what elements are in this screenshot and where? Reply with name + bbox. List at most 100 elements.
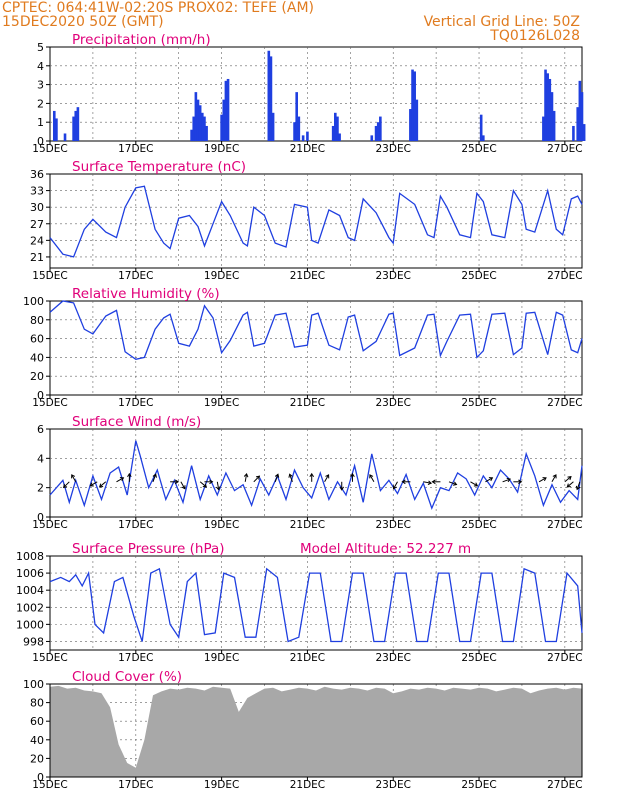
precip-bar [267,50,271,142]
wind-arrow [339,481,345,491]
y-tick-label: 60 [30,333,44,346]
x-tick-label: 21DEC [290,270,325,282]
wind-arrow-shaft [538,477,547,483]
wind-arrow-shaft [199,481,207,488]
series-line [49,567,583,643]
wind-arrow-head [255,475,261,480]
precip-bar [52,110,56,141]
x-tick-label: 21DEC [290,143,325,155]
precip-bar [578,80,582,141]
wind-arrow [180,481,186,490]
precip-bar [376,122,380,141]
wind-arrow-head [274,473,280,478]
precip-bar [220,114,223,141]
x-tick-label: 19DEC [204,652,239,664]
x-tick-label: 27DEC [547,143,582,155]
wind-arrow-head [566,483,571,488]
x-tick-label: 15DEC [32,519,67,531]
y-tick-label: 33 [30,185,44,198]
x-tick-label: 19DEC [204,519,239,531]
series-line [49,440,583,511]
wind-arrow-shaft [180,481,186,489]
wind-arrow-shaft [448,481,457,486]
wind-arrow-head [392,485,397,490]
header-gridline-note: Vertical Grid Line: 50Z [423,14,580,30]
y-tick-label: 2 [37,97,44,110]
y-tick-label: 20 [30,752,44,765]
wind-arrow-head [71,474,76,479]
x-tick-label: 25DEC [461,779,496,791]
precip-bar [190,129,193,141]
wind-arrow-shaft [470,481,478,487]
y-tick-label: 30 [30,201,44,214]
wind-arrow [170,479,180,485]
wind-arrow-shaft [289,474,293,482]
precip-bar [297,116,301,141]
y-tick-label: 24 [30,234,44,247]
y-tick-label: 5 [37,41,44,54]
y-tick-label: 40 [30,351,44,364]
x-tick-label: 17DEC [118,652,153,664]
x-tick-label: 23DEC [376,779,411,791]
panel-1: 21 24 27 30 33 36 15DEC 17DEC 19DEC 21DEC 23DEC 25D… [30,159,583,282]
precip-bar [582,124,586,141]
precip-bar [205,125,208,141]
y-tick-label: 0 [37,389,44,402]
wind-arrow-head [98,483,104,488]
header-run-id: TQ0126L028 [490,28,580,44]
x-tick-label: 19DEC [204,779,239,791]
precip-bar [226,78,230,141]
wind-arrow-head [119,477,125,482]
wind-arrow-head [427,480,433,485]
wind-arrow-head [567,476,572,481]
wind-arrow [448,481,458,486]
wind-arrow [71,474,77,483]
wind-arrow [309,472,315,482]
x-tick-label: 25DEC [461,143,496,155]
panel-3: 024615DEC17DEC19DEC21DEC23DEC25DEC27DEC2… [32,414,583,531]
precip-bar [409,109,412,141]
x-tick-label: 27DEC [547,779,582,791]
precip-bar [201,112,204,141]
wind-arrow [566,481,574,488]
wind-arrow-head [339,486,345,491]
y-tick-label: 100 [23,295,44,308]
wind-arrow-head [369,474,374,479]
panel-title: Surface Wind (m/s) [72,414,201,430]
wind-arrow-head [452,481,458,486]
precip-bar [572,125,575,141]
wind-arrow-shaft [116,477,124,483]
wind-arrow-shaft [90,481,98,487]
wind-arrow-head [174,479,180,485]
wind-arrow-shaft [274,474,279,482]
cloud-area [50,685,582,777]
wind-arrow [575,481,581,491]
y-tick-label: 2 [37,482,44,495]
wind-arrow [152,473,157,482]
x-tick-label: 23DEC [376,143,411,155]
x-tick-label: 17DEC [118,270,153,282]
wind-arrow-shaft [566,481,574,488]
x-tick-label: 15DEC [32,652,67,664]
wind-arrow [470,481,479,487]
panel-title: Surface Pressure (hPa) [72,541,225,557]
precip-bar [580,92,584,141]
wind-arrow-shaft [576,481,581,490]
series-line [49,300,583,360]
x-tick-label: 23DEC [376,519,411,531]
precip-bar [411,69,414,141]
panel-frame [49,555,583,651]
series-line [49,185,583,258]
y-tick-label: 0 [37,135,44,148]
wind-arrow-head [181,485,186,490]
wind-arrow [324,474,330,483]
wind-arrow-head [473,482,479,487]
wind-arrow [204,479,214,485]
x-tick-label: 19DEC [204,143,239,155]
y-tick-label: 998 [23,635,44,648]
precip-bar [552,110,556,141]
precip-bar [550,92,554,141]
precip-bar [576,107,580,141]
x-tick-label: 27DEC [547,397,582,409]
y-tick-label: 0 [37,511,44,524]
